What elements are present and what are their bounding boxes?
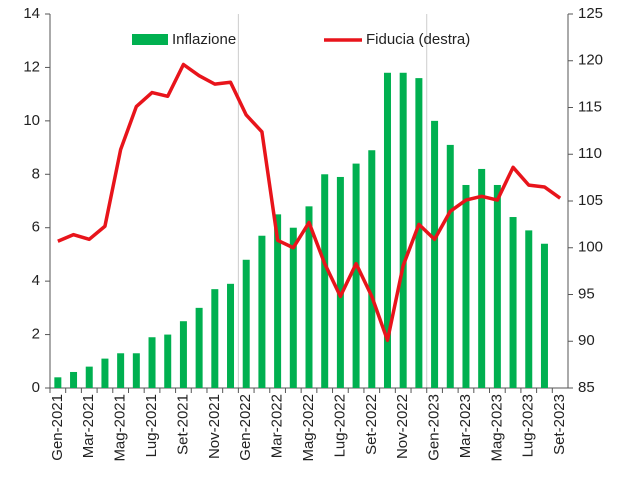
bar <box>148 337 156 388</box>
y2-tick-label: 110 <box>578 145 602 162</box>
y2-tick-label: 100 <box>578 239 603 256</box>
y-tick-label: 14 <box>23 5 40 22</box>
x-tick-label: Mar-2021 <box>80 394 97 458</box>
bar <box>525 230 533 388</box>
y-tick-label: 0 <box>32 379 40 396</box>
x-tick-label: Lug-2023 <box>520 394 537 457</box>
x-tick-label: Lug-2022 <box>331 394 348 457</box>
bar <box>352 163 360 388</box>
x-tick-label: Lug-2021 <box>143 394 160 457</box>
y2-tick-label: 105 <box>578 192 603 209</box>
bar <box>305 206 313 388</box>
x-tick-label: Gen-2021 <box>49 394 66 461</box>
bar <box>321 174 329 388</box>
legend-label: Fiducia (destra) <box>366 31 470 48</box>
x-tick-label: Nov-2022 <box>394 394 411 459</box>
x-tick-label: Set-2023 <box>551 394 568 455</box>
bar <box>195 307 203 388</box>
y-tick-label: 8 <box>32 165 40 182</box>
y2-tick-label: 85 <box>578 379 595 396</box>
x-tick-label: Gen-2023 <box>426 394 443 461</box>
y2-tick-label: 125 <box>578 5 603 22</box>
bar <box>415 78 423 388</box>
bar <box>258 235 266 388</box>
y2-tick-label: 115 <box>578 98 602 115</box>
bar <box>446 144 454 388</box>
x-tick-label: Mar-2023 <box>457 394 474 458</box>
bar <box>399 72 407 389</box>
legend-label: Inflazione <box>172 31 236 48</box>
bar <box>117 353 125 388</box>
bar <box>368 150 376 388</box>
x-tick-label: Mag-2023 <box>488 394 505 462</box>
bar <box>289 227 297 388</box>
bar <box>509 217 517 388</box>
bar <box>274 214 282 388</box>
y-tick-label: 10 <box>23 112 40 129</box>
x-tick-label: Set-2021 <box>174 394 191 455</box>
x-tick-label: Nov-2021 <box>206 394 223 459</box>
bar <box>478 168 486 388</box>
bar <box>336 176 344 388</box>
bar <box>132 353 140 388</box>
bar <box>54 377 62 388</box>
bar <box>383 72 391 389</box>
y-tick-label: 6 <box>32 219 40 236</box>
y2-tick-label: 95 <box>578 285 595 302</box>
y-tick-label: 4 <box>32 272 40 289</box>
line <box>57 62 562 343</box>
bar <box>101 358 109 388</box>
x-tick-label: Set-2022 <box>363 394 380 455</box>
x-tick-label: Mag-2022 <box>300 394 317 462</box>
y-tick-label: 12 <box>23 58 40 75</box>
y2-tick-label: 90 <box>578 332 595 349</box>
legend-swatch <box>132 34 168 45</box>
bar <box>462 184 470 388</box>
bar <box>211 289 219 388</box>
bar <box>431 120 439 388</box>
y2-tick-label: 120 <box>578 52 603 69</box>
bar <box>164 334 172 388</box>
x-tick-label: Mag-2021 <box>112 394 129 462</box>
bar <box>179 321 187 388</box>
bar <box>493 184 501 388</box>
bar <box>85 366 93 388</box>
bar <box>242 259 250 388</box>
y-tick-label: 2 <box>32 326 40 343</box>
x-tick-label: Mar-2022 <box>269 394 286 458</box>
bar <box>70 371 78 388</box>
bar <box>540 243 548 388</box>
x-tick-label: Gen-2022 <box>237 394 254 461</box>
bar <box>227 283 235 388</box>
